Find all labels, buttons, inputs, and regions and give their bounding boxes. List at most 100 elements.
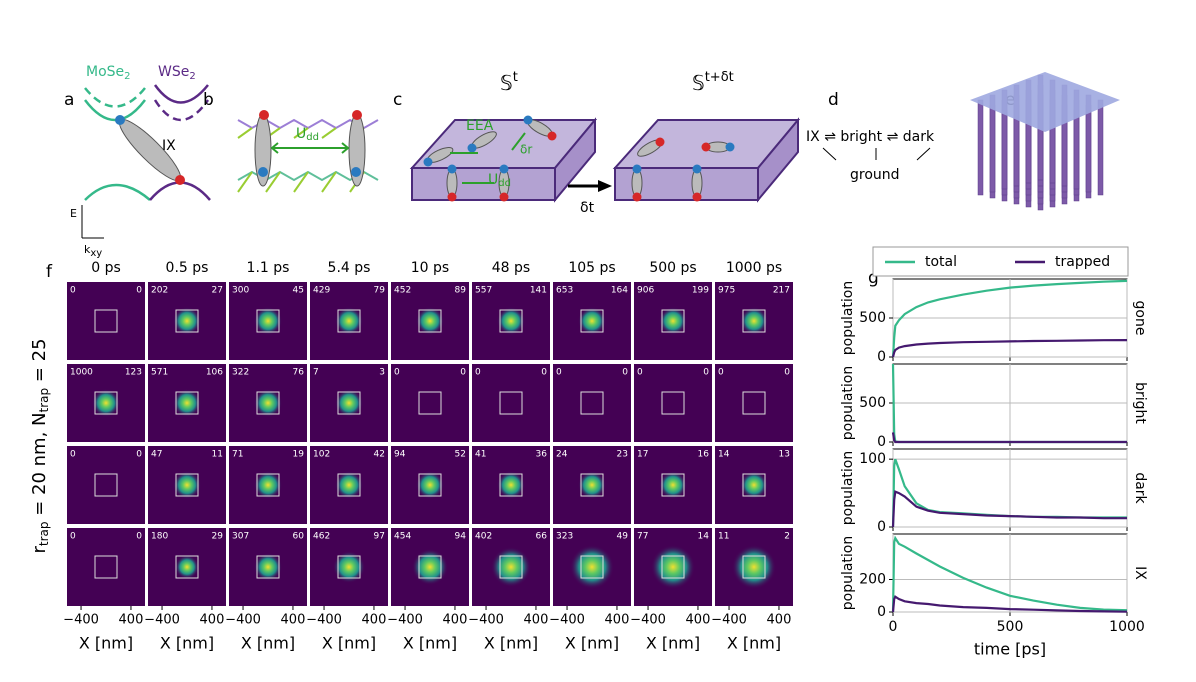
- count: 180: [151, 532, 168, 542]
- count: 0: [541, 368, 547, 378]
- count: 29: [212, 532, 224, 542]
- count: 97: [374, 532, 385, 542]
- hole: [259, 110, 269, 120]
- count: 66: [536, 532, 548, 542]
- count: 17: [637, 450, 648, 460]
- count: 0: [622, 368, 628, 378]
- trap-region: [94, 555, 118, 579]
- column-title: 10 ps: [411, 260, 449, 276]
- electron: [423, 157, 433, 167]
- y-tick-label: 0: [877, 604, 886, 620]
- interaction-label: Udd: [488, 172, 511, 189]
- material-label: WSe2: [158, 64, 196, 82]
- panel-d: d IX ⇌ bright ⇌ dark ground: [806, 90, 935, 183]
- trap-region: [661, 473, 685, 497]
- x-axis-label: X [nm]: [403, 634, 457, 653]
- count: 45: [293, 286, 304, 296]
- y-tick-label: 500: [859, 395, 886, 411]
- x-tick-label: −400: [225, 613, 261, 628]
- count: 42: [374, 450, 385, 460]
- panel-label: d: [828, 90, 839, 110]
- text: = 20 nm, N: [29, 413, 50, 522]
- count: 24: [556, 450, 568, 460]
- trap-region: [175, 555, 199, 579]
- electron: [725, 142, 735, 152]
- trap-region: [661, 309, 685, 333]
- text: 2: [124, 71, 130, 82]
- trap-region: [418, 555, 442, 579]
- x-axis-label: X [nm]: [646, 634, 700, 653]
- heatmap: [67, 282, 145, 360]
- count: 16: [698, 450, 710, 460]
- text: r: [29, 546, 50, 554]
- trap-region: [580, 391, 604, 415]
- trap-region: [94, 391, 118, 415]
- count: 141: [530, 286, 547, 296]
- trap-region: [94, 473, 118, 497]
- hole: [547, 131, 557, 141]
- x-tick-label: 1000: [1109, 619, 1145, 635]
- trap-region: [418, 473, 442, 497]
- arrow: [270, 142, 350, 154]
- interaction-label: Udd: [296, 126, 319, 143]
- count: 1000: [70, 368, 93, 378]
- count: 11: [718, 532, 729, 542]
- count: 0: [136, 532, 142, 542]
- hole: [352, 110, 362, 120]
- state-label: 𝕊t: [500, 70, 518, 95]
- electron: [499, 164, 509, 174]
- eea-label: EEA: [466, 118, 494, 134]
- count: 217: [773, 286, 790, 296]
- x-tick-label: −400: [306, 613, 342, 628]
- line: [891, 432, 1127, 444]
- x-tick-label: −400: [711, 613, 747, 628]
- panel-f: f rtrap = 20 nm, Ntrap = 25 0 ps 0.5 ps 1.…: [29, 260, 793, 653]
- x-tick-label: 400: [200, 613, 225, 628]
- text: U: [488, 172, 498, 188]
- density: [659, 471, 687, 499]
- density: [335, 389, 363, 417]
- line: [891, 595, 1128, 613]
- column-title: 0.5 ps: [166, 260, 209, 276]
- slab-side: [554, 117, 596, 203]
- x-tick-label: −400: [549, 613, 585, 628]
- y-tick-label: 0: [877, 349, 886, 365]
- count: 0: [394, 368, 400, 378]
- count: 94: [455, 532, 467, 542]
- text: dark: [903, 129, 935, 145]
- count: 41: [475, 450, 486, 460]
- panel-label: a: [64, 90, 74, 110]
- count: 322: [232, 368, 249, 378]
- trap-region: [580, 555, 604, 579]
- count: 0: [475, 368, 481, 378]
- count: 2: [784, 532, 790, 542]
- density: [416, 471, 444, 499]
- line: [891, 339, 1128, 358]
- dt-label: δt: [580, 200, 595, 216]
- x-axis-label: time [ps]: [974, 640, 1046, 659]
- line: [891, 279, 1128, 358]
- line: [891, 490, 1127, 528]
- text: dd: [306, 132, 319, 143]
- band: [153, 84, 209, 104]
- x-axis-label: X [nm]: [484, 634, 538, 653]
- text: xy: [90, 248, 102, 259]
- count: 23: [617, 450, 628, 460]
- density: [659, 307, 687, 335]
- facet-label: bright: [1132, 382, 1148, 424]
- trap-region: [580, 473, 604, 497]
- electron: [632, 164, 642, 174]
- count: 0: [70, 286, 76, 296]
- density: [335, 471, 363, 499]
- panel-label: f: [46, 262, 53, 282]
- slab-side: [757, 117, 799, 203]
- x-tick-label: 500: [997, 619, 1024, 635]
- x-axis-label: X [nm]: [322, 634, 376, 653]
- count: 71: [232, 450, 243, 460]
- trap-region: [337, 391, 361, 415]
- band: [149, 181, 211, 201]
- heatmap: [634, 364, 712, 442]
- hole: [632, 192, 642, 202]
- density: [740, 471, 768, 499]
